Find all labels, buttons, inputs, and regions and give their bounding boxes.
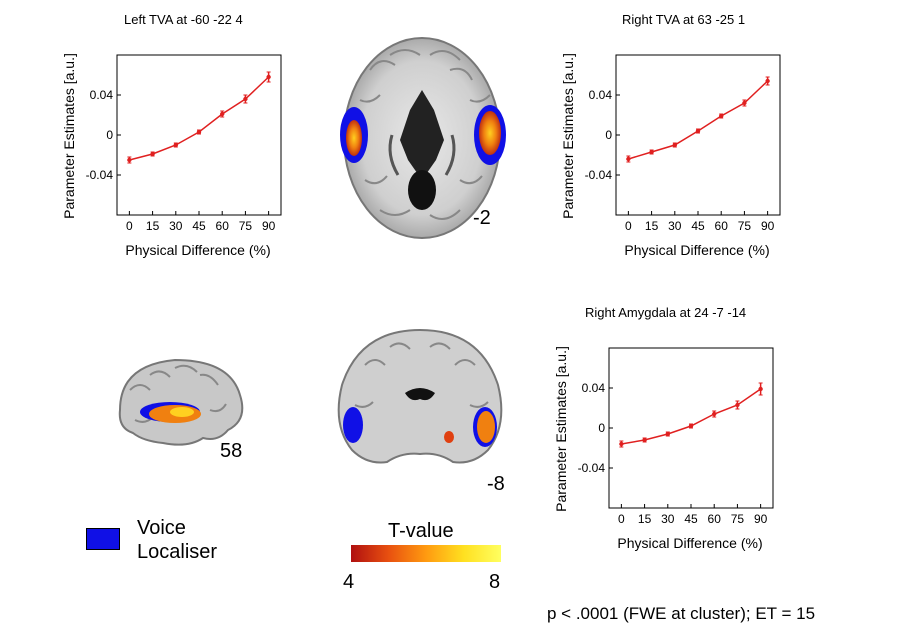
y-axis-label: Parameter Estimates [a.u.] — [560, 53, 576, 219]
tvalue-title: T-value — [388, 520, 454, 542]
y-tick-label: 0 — [598, 421, 605, 435]
sulci — [359, 49, 491, 220]
axial-brain-slice — [340, 37, 506, 239]
x-tick-label: 60 — [715, 219, 729, 233]
tvalue-max: 8 — [489, 571, 501, 593]
statistics-footnote: p < .0001 (FWE at cluster); ET = 15 — [547, 604, 816, 623]
x-tick-label: 30 — [668, 219, 682, 233]
voice-localiser-label: Voice Localiser — [137, 516, 217, 564]
y-tick-label: 0.04 — [589, 88, 613, 102]
x-axis-label: Physical Difference (%) — [125, 242, 270, 258]
y-tick-label: 0 — [605, 128, 612, 142]
activation-peak — [170, 407, 194, 417]
x-tick-label: 0 — [618, 512, 625, 526]
x-axis-label: Physical Difference (%) — [624, 242, 769, 258]
activation-amygdala — [444, 431, 454, 443]
data-point — [173, 142, 178, 148]
data-point — [649, 149, 654, 155]
x-tick-label: 15 — [645, 219, 659, 233]
data-point — [266, 74, 271, 80]
sagittal-slice-number: 58 — [220, 440, 243, 462]
x-tick-label: 45 — [192, 219, 206, 233]
chart-title: Right Amygdala at 24 -7 -14 — [585, 305, 747, 320]
data-point — [712, 411, 717, 417]
ventricle-posterior — [408, 170, 436, 210]
y-tick-label: 0.04 — [90, 88, 114, 102]
x-tick-label: 90 — [262, 219, 276, 233]
data-point — [765, 78, 770, 84]
x-tick-label: 45 — [684, 512, 698, 526]
x-tick-label: 0 — [126, 219, 133, 233]
data-point — [150, 151, 155, 157]
data-point — [243, 96, 248, 102]
data-point — [642, 437, 647, 443]
axial-slice-number: -2 — [473, 207, 491, 229]
voice-label-line2: Localiser — [137, 541, 218, 563]
activation-hot-right — [479, 111, 501, 155]
coronal-brain-slice — [337, 328, 503, 464]
activation-hot-right — [477, 411, 495, 443]
activation-blue-left — [343, 407, 363, 443]
white-matter-lines — [388, 134, 456, 176]
data-point — [127, 157, 132, 163]
x-tick-label: 30 — [169, 219, 183, 233]
series-line — [621, 388, 762, 445]
chart-title: Left TVA at -60 -22 4 — [124, 12, 243, 27]
x-tick-label: 90 — [754, 512, 768, 526]
data-point — [719, 113, 724, 119]
y-tick-label: 0.04 — [582, 381, 606, 395]
y-axis-label: Parameter Estimates [a.u.] — [553, 346, 569, 512]
data-point — [758, 386, 763, 392]
x-tick-label: 15 — [638, 512, 652, 526]
ventricles — [405, 388, 435, 401]
data-point — [742, 100, 747, 106]
x-tick-label: 30 — [661, 512, 675, 526]
x-tick-label: 0 — [625, 219, 632, 233]
x-tick-label: 90 — [761, 219, 775, 233]
y-tick-label: 0 — [106, 128, 113, 142]
data-point — [626, 156, 631, 162]
data-point — [688, 423, 694, 429]
x-tick-label: 15 — [146, 219, 160, 233]
x-axis-label: Physical Difference (%) — [617, 535, 762, 551]
x-tick-label: 75 — [738, 219, 752, 233]
x-tick-label: 75 — [731, 512, 745, 526]
x-tick-label: 60 — [708, 512, 722, 526]
voice-label-line1: Voice — [137, 517, 186, 539]
x-tick-label: 75 — [239, 219, 253, 233]
data-point — [196, 129, 202, 135]
coronal-slice-number: -8 — [487, 473, 505, 495]
x-tick-label: 45 — [691, 219, 705, 233]
brain-outline — [118, 358, 244, 446]
activation-hot-left — [346, 120, 362, 156]
x-tick-label: 60 — [216, 219, 230, 233]
sagittal-brain-slice — [118, 358, 244, 446]
data-point — [220, 111, 225, 117]
sulci — [354, 342, 489, 408]
ventricles — [400, 90, 444, 180]
chart-title: Right TVA at 63 -25 1 — [622, 12, 746, 27]
y-tick-label: -0.04 — [86, 168, 114, 182]
voice-localiser-swatch — [86, 528, 120, 550]
y-tick-label: -0.04 — [585, 168, 613, 182]
data-point — [665, 431, 670, 437]
tvalue-min: 4 — [343, 571, 355, 593]
y-tick-label: -0.04 — [578, 461, 606, 475]
data-point — [735, 402, 740, 408]
data-point — [619, 441, 624, 447]
data-point — [695, 128, 701, 134]
y-axis-label: Parameter Estimates [a.u.] — [61, 53, 77, 219]
sulci — [129, 364, 227, 423]
tvalue-colorbar — [351, 545, 501, 562]
data-point — [672, 142, 677, 148]
